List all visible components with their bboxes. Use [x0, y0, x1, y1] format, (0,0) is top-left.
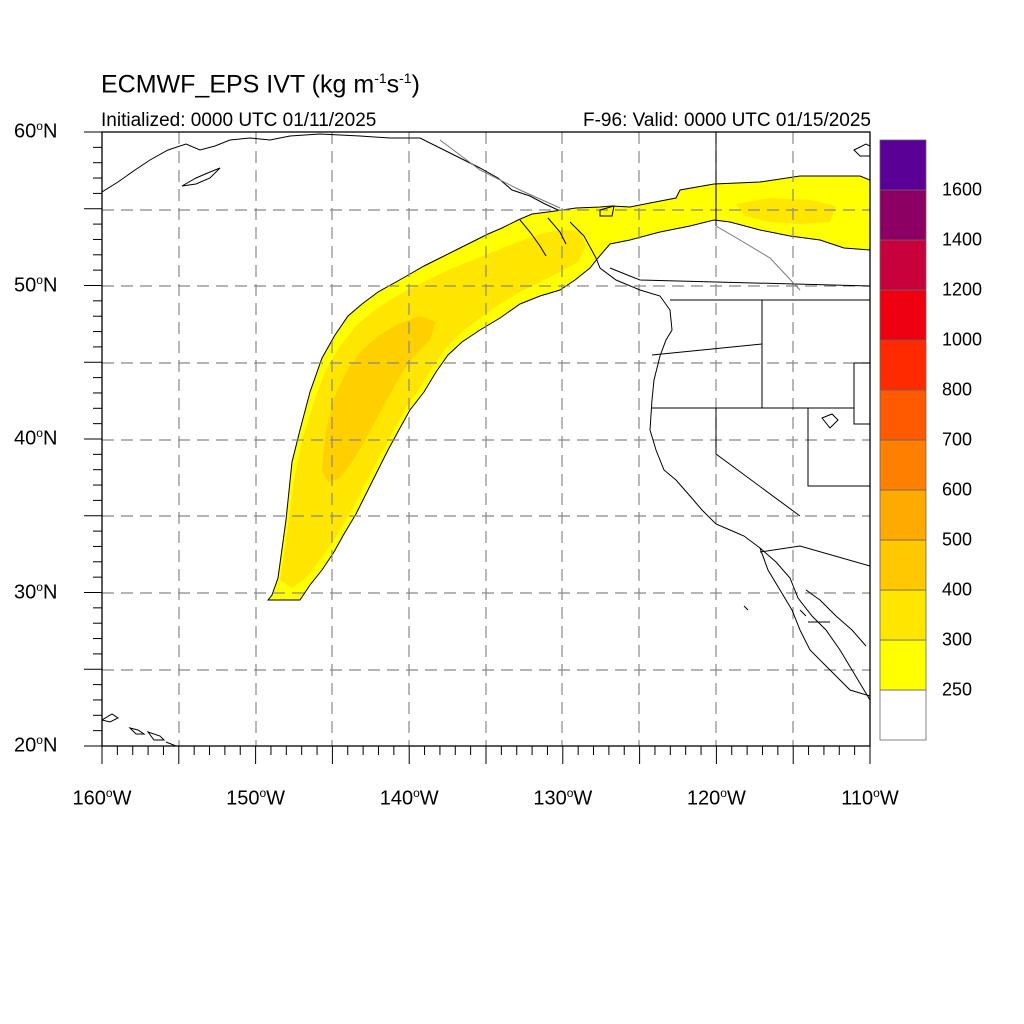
- lat-label: 20oN: [14, 733, 58, 757]
- colorbar-label: 300: [942, 629, 973, 650]
- boundaries: [609, 132, 870, 623]
- colorbar-box: [879, 289, 927, 341]
- colorbar-box: [879, 239, 927, 291]
- colorbar-label: 800: [942, 379, 973, 400]
- colorbar-label: 600: [942, 479, 973, 500]
- coast-gray: [439, 139, 801, 291]
- colorbar-box: [879, 339, 927, 391]
- valid-time: F-96: Valid: 0000 UTC 01/15/2025: [583, 110, 871, 131]
- lat-label: 50oN: [14, 272, 58, 297]
- axis-ticks: [84, 131, 871, 764]
- colorbar-box: [879, 189, 927, 241]
- lat-label: 60oN: [14, 119, 58, 143]
- colorbar-label: 1400: [942, 229, 983, 250]
- colorbar-box: [879, 489, 927, 541]
- lon-label: 110oW: [841, 786, 899, 810]
- lon-label: 160oW: [72, 786, 132, 810]
- colorbar-box: [879, 689, 927, 741]
- colorbar-box: [879, 639, 927, 691]
- lon-label: 120oW: [686, 786, 746, 810]
- colorbar-box: [879, 539, 927, 591]
- colorbar-box: [879, 589, 927, 641]
- colorbar-label: 1600: [942, 179, 983, 200]
- lon-label: 140oW: [379, 786, 439, 810]
- lon-label: 130oW: [533, 786, 593, 810]
- colorbar-box: [879, 139, 927, 191]
- ivt-plume-core-east: [736, 198, 836, 224]
- colorbar-label: 1200: [942, 279, 983, 300]
- initialized-time: Initialized: 0000 UTC 01/11/2025: [101, 110, 377, 131]
- ivt-plume-inner: [280, 230, 586, 588]
- ivt-plume-outer: [266, 175, 870, 601]
- colorbar-label: 1000: [942, 329, 983, 350]
- colorbar-box: [879, 439, 927, 491]
- lat-label: 30oN: [14, 579, 58, 604]
- lat-label: 40oN: [14, 426, 58, 450]
- colorbar-label: 250: [942, 679, 973, 700]
- lon-label: 150oW: [226, 786, 286, 810]
- chart-title: ECMWF_EPS IVT (kg m-1s-1): [101, 70, 420, 99]
- colorbar-label: 400: [942, 579, 973, 600]
- colorbar-label: 700: [942, 429, 973, 450]
- colorbar: [879, 139, 927, 741]
- colorbar-label: 500: [942, 529, 973, 550]
- colorbar-box: [879, 389, 927, 441]
